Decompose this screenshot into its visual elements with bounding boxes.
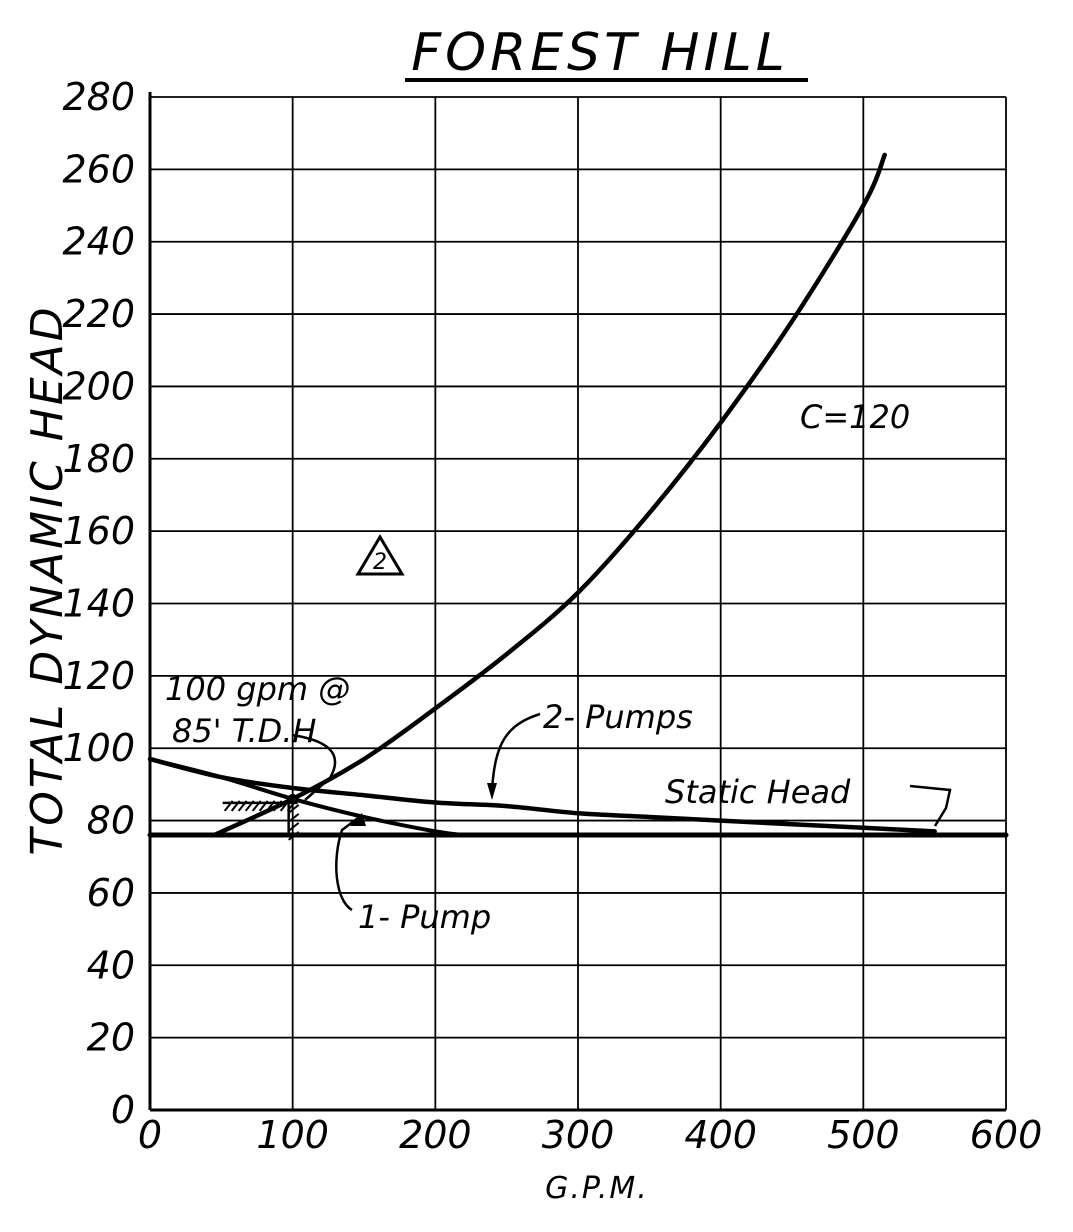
y-tick-label-220: 220 — [62, 292, 135, 336]
tick-labels: 0 20 40 60 80 100 120 140 160 180 200 220 240 260 280 0… — [62, 75, 1042, 1157]
leader-static-head — [909, 784, 952, 827]
x-tick-label-500: 500 — [827, 1113, 900, 1157]
y-tick-label-20: 20 — [87, 1016, 135, 1060]
annotation-100gpm: 100 gpm @ — [165, 670, 350, 708]
x-tick-label-100: 100 — [256, 1113, 329, 1157]
grid — [148, 92, 1007, 1112]
hatch-tick — [288, 822, 300, 832]
hatch-tick — [288, 804, 300, 814]
series-line-2-pumps — [147, 756, 937, 834]
annotation-2-pumps: 2- Pumps — [543, 698, 693, 736]
x-tick-label-0: 0 — [138, 1113, 162, 1157]
y-tick-label-200: 200 — [62, 364, 135, 408]
hatch-tick — [265, 800, 276, 812]
hatch-tick — [223, 800, 234, 812]
y-tick-label-60: 60 — [87, 871, 135, 915]
arrow-2-pumps — [487, 783, 497, 800]
series-line-c-120 — [211, 152, 887, 838]
hatch-tick — [237, 800, 248, 812]
x-tick-label-300: 300 — [542, 1113, 615, 1157]
leader-lines — [291, 712, 952, 912]
annotation-static-head: Static Head — [665, 773, 851, 811]
x-axis-label: G.P.M. — [545, 1171, 649, 1206]
y-tick-label-80: 80 — [87, 799, 135, 843]
y-tick-label-280: 280 — [62, 75, 135, 119]
y-axis-label: TOTAL DYNAMIC HEAD — [22, 304, 73, 855]
hatch-tick — [279, 800, 290, 812]
y-tick-label-240: 240 — [62, 220, 135, 264]
hatch-tick — [258, 800, 269, 812]
x-tick-label-600: 600 — [970, 1113, 1043, 1157]
chart-title: FOREST HILL — [411, 23, 789, 83]
hatch-tick — [230, 800, 241, 812]
hatch-tick — [251, 800, 262, 812]
svg-text:2: 2 — [373, 550, 387, 575]
series-line-1-pump — [148, 757, 466, 837]
annotation-85tdh: 85' T.D.H — [172, 712, 316, 750]
revision-triangle-marker: 2 — [355, 534, 405, 576]
leader-1-pump — [335, 817, 359, 912]
annotation-c120: C=120 — [800, 398, 910, 436]
hatch-tick — [244, 800, 255, 812]
y-tick-label-40: 40 — [87, 943, 135, 987]
y-tick-label-140: 140 — [62, 582, 135, 626]
hatch-tick — [288, 831, 300, 841]
y-tick-label-260: 260 — [62, 147, 135, 191]
y-tick-label-180: 180 — [62, 437, 135, 481]
y-tick-label-100: 100 — [62, 726, 135, 770]
leader-100gpm — [291, 733, 337, 801]
y-tick-label-160: 160 — [62, 509, 135, 553]
arrow-1-pump — [350, 813, 366, 826]
x-tick-label-200: 200 — [399, 1113, 472, 1157]
y-tick-label-120: 120 — [62, 654, 135, 698]
annotation-1-pump: 1- Pump — [358, 898, 491, 936]
operating-point — [287, 793, 298, 804]
y-tick-label-0: 0 — [111, 1088, 135, 1132]
hatch-tick — [272, 800, 283, 812]
hatch-tick — [288, 813, 300, 823]
leader-2-pumps — [490, 712, 541, 791]
operating-point-marks — [222, 793, 300, 841]
x-tick-label-400: 400 — [684, 1113, 757, 1157]
series-curves — [147, 152, 1009, 838]
